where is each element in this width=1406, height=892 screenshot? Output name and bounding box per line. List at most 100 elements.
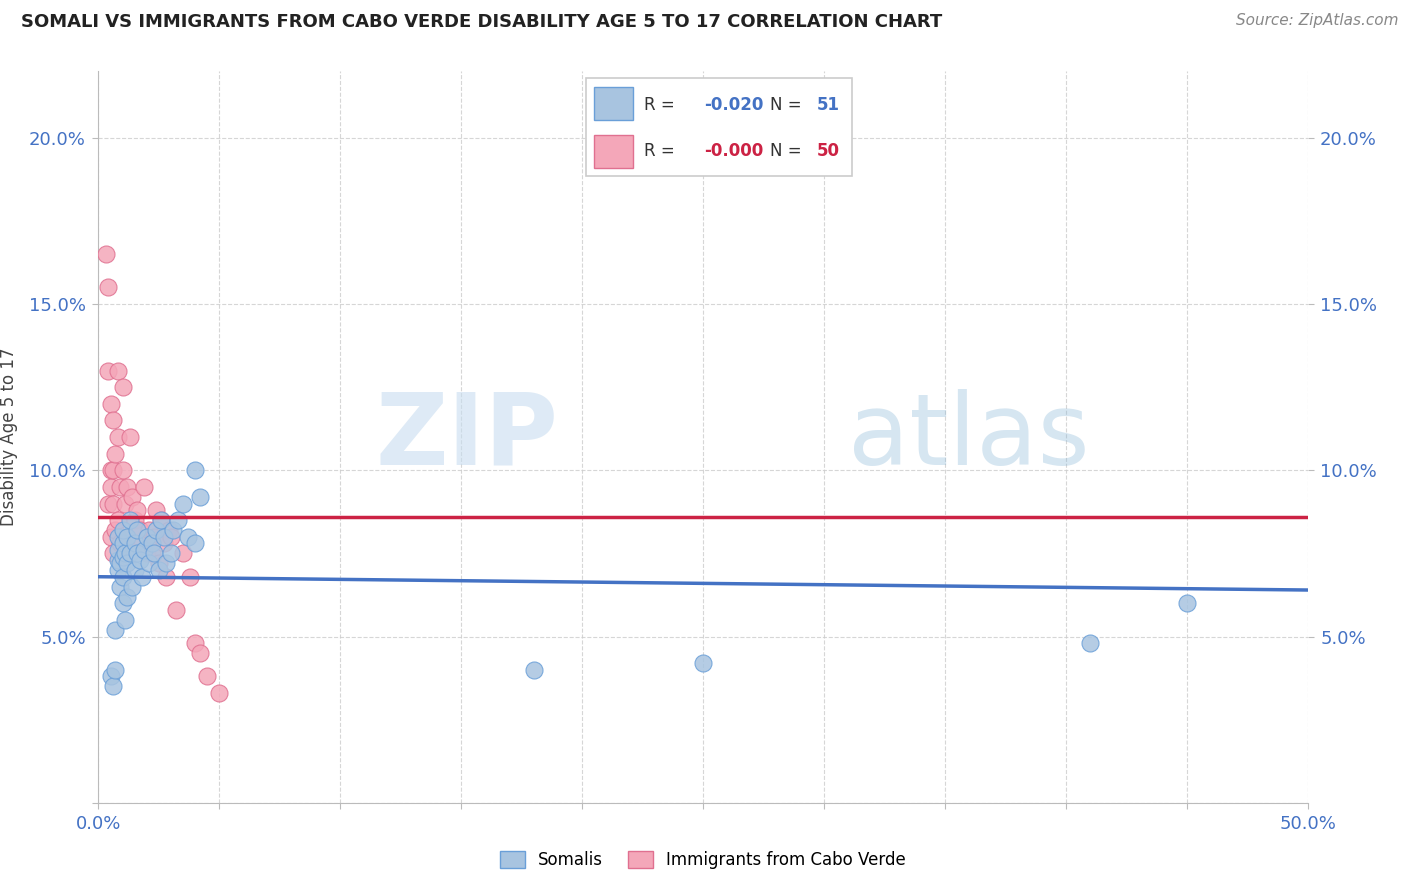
Point bbox=[184, 463, 207, 477]
Point bbox=[148, 563, 170, 577]
Point bbox=[104, 523, 127, 537]
Point bbox=[107, 543, 129, 558]
Point bbox=[1175, 596, 1198, 610]
Text: -0.020: -0.020 bbox=[704, 95, 763, 113]
Point bbox=[108, 557, 131, 571]
Point bbox=[97, 280, 120, 294]
Text: R =: R = bbox=[644, 142, 675, 160]
Point bbox=[135, 546, 157, 560]
Y-axis label: Disability Age 5 to 17: Disability Age 5 to 17 bbox=[0, 348, 18, 526]
Point bbox=[107, 563, 129, 577]
Point bbox=[97, 497, 120, 511]
Point bbox=[152, 530, 174, 544]
Point bbox=[104, 663, 127, 677]
Point bbox=[165, 603, 187, 617]
Point bbox=[143, 546, 166, 560]
Point bbox=[128, 553, 150, 567]
Point bbox=[135, 530, 157, 544]
Point bbox=[152, 536, 174, 550]
Point bbox=[141, 546, 163, 560]
Point bbox=[107, 363, 129, 377]
Point bbox=[155, 557, 177, 571]
Point bbox=[118, 430, 141, 444]
Point bbox=[124, 536, 146, 550]
Point bbox=[128, 523, 150, 537]
Point bbox=[107, 530, 129, 544]
Point bbox=[100, 530, 122, 544]
FancyBboxPatch shape bbox=[595, 87, 633, 120]
Point bbox=[134, 480, 156, 494]
Point bbox=[117, 557, 139, 571]
Point bbox=[101, 413, 124, 427]
Point bbox=[101, 546, 124, 560]
Point bbox=[100, 397, 122, 411]
Point bbox=[101, 497, 124, 511]
Point bbox=[523, 663, 546, 677]
Text: Source: ZipAtlas.com: Source: ZipAtlas.com bbox=[1236, 13, 1399, 29]
Point bbox=[188, 646, 211, 660]
Point bbox=[184, 536, 207, 550]
Point bbox=[121, 580, 143, 594]
Point bbox=[188, 490, 211, 504]
Text: N =: N = bbox=[770, 142, 801, 160]
Point bbox=[134, 543, 156, 558]
Point bbox=[104, 447, 127, 461]
Point bbox=[101, 680, 124, 694]
Point bbox=[160, 546, 183, 560]
Point bbox=[111, 463, 134, 477]
Point bbox=[127, 523, 149, 537]
Point bbox=[172, 497, 194, 511]
Point bbox=[1078, 636, 1101, 650]
Text: N =: N = bbox=[770, 95, 801, 113]
Point bbox=[148, 557, 170, 571]
Point bbox=[208, 686, 231, 700]
Point bbox=[124, 513, 146, 527]
Point bbox=[100, 463, 122, 477]
Text: atlas: atlas bbox=[848, 389, 1090, 485]
FancyBboxPatch shape bbox=[595, 136, 633, 168]
Point bbox=[117, 530, 139, 544]
Point bbox=[155, 570, 177, 584]
Point bbox=[117, 480, 139, 494]
Point bbox=[118, 546, 141, 560]
Point bbox=[127, 503, 149, 517]
Point bbox=[167, 513, 190, 527]
Point bbox=[141, 536, 163, 550]
Point bbox=[117, 530, 139, 544]
Point bbox=[117, 590, 139, 604]
Point bbox=[138, 523, 160, 537]
Point bbox=[172, 546, 194, 560]
Text: -0.000: -0.000 bbox=[704, 142, 763, 160]
Point bbox=[177, 530, 200, 544]
Point bbox=[111, 536, 134, 550]
Point bbox=[108, 580, 131, 594]
Point bbox=[127, 546, 149, 560]
Point bbox=[179, 570, 201, 584]
Text: R =: R = bbox=[644, 95, 675, 113]
Point bbox=[111, 549, 134, 564]
Point bbox=[121, 490, 143, 504]
Point bbox=[107, 430, 129, 444]
Point bbox=[145, 523, 167, 537]
Point bbox=[150, 513, 173, 527]
Point bbox=[114, 613, 136, 627]
Point bbox=[104, 623, 127, 637]
Point bbox=[118, 513, 141, 527]
Text: SOMALI VS IMMIGRANTS FROM CABO VERDE DISABILITY AGE 5 TO 17 CORRELATION CHART: SOMALI VS IMMIGRANTS FROM CABO VERDE DIS… bbox=[21, 13, 942, 31]
Point bbox=[114, 546, 136, 560]
Point bbox=[94, 247, 117, 261]
Point bbox=[111, 536, 134, 550]
FancyBboxPatch shape bbox=[586, 78, 852, 177]
Point bbox=[111, 380, 134, 394]
Point bbox=[100, 480, 122, 494]
Point bbox=[124, 563, 146, 577]
Point bbox=[138, 557, 160, 571]
Point bbox=[107, 553, 129, 567]
Point bbox=[100, 669, 122, 683]
Point bbox=[143, 530, 166, 544]
Point bbox=[114, 497, 136, 511]
Point bbox=[131, 570, 153, 584]
Legend: Somalis, Immigrants from Cabo Verde: Somalis, Immigrants from Cabo Verde bbox=[494, 845, 912, 876]
Point bbox=[131, 536, 153, 550]
Point bbox=[111, 596, 134, 610]
